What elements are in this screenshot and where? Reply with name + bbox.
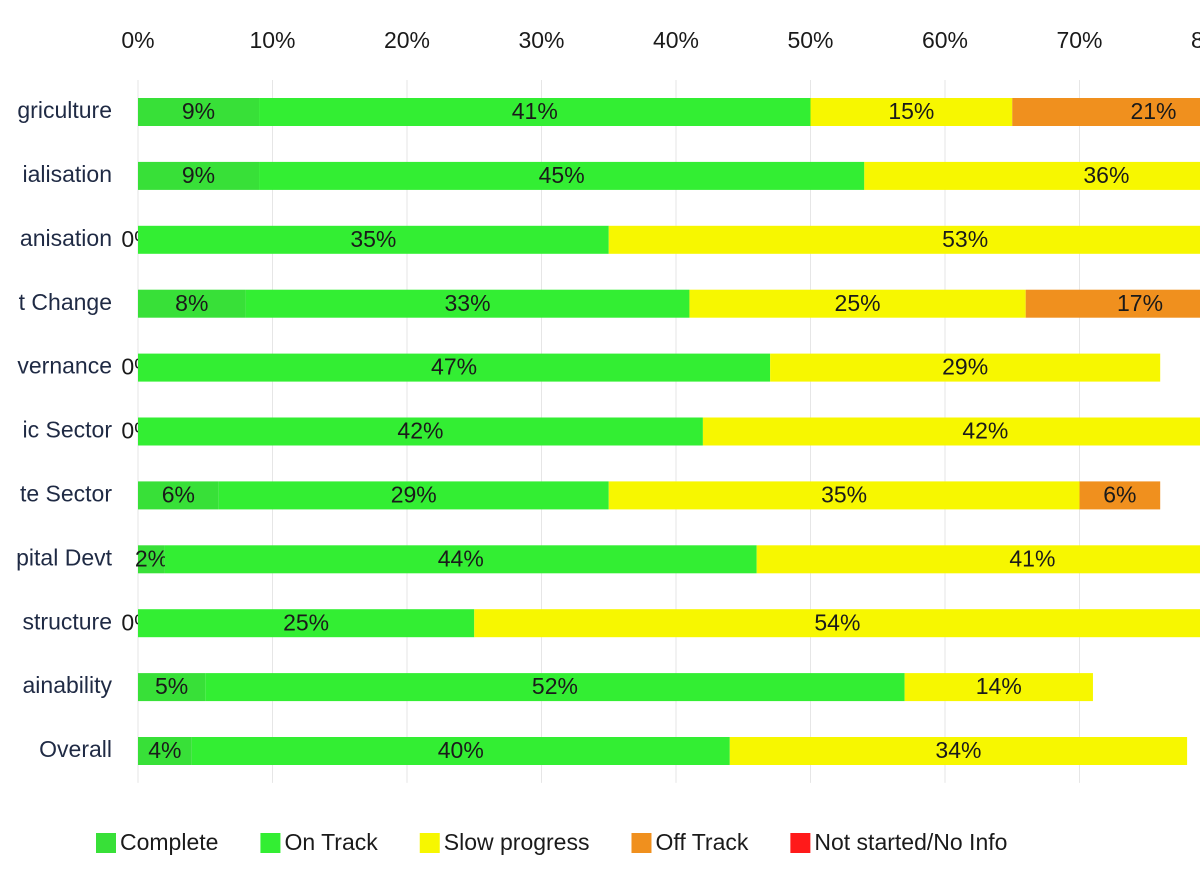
bar-segment (138, 289, 246, 318)
data-label: 2% (135, 545, 168, 571)
data-label: 29% (391, 481, 437, 507)
data-label: 45% (539, 162, 585, 188)
bar-segment (608, 481, 1080, 510)
data-label: 6% (162, 481, 195, 507)
data-label: 34% (935, 737, 981, 763)
legend-swatch (96, 833, 116, 853)
legend-label: Off Track (655, 829, 748, 855)
data-label: 5% (155, 673, 188, 699)
data-label: 6% (1103, 481, 1136, 507)
data-label: 17% (1117, 290, 1163, 316)
bar-segment (164, 545, 757, 574)
bar-segment (138, 161, 260, 190)
legend-label: On Track (284, 829, 378, 855)
legend-swatch (419, 833, 440, 853)
data-label: 53% (942, 226, 988, 252)
category-label: t Change (19, 289, 112, 315)
bar-segment (689, 289, 1026, 318)
data-label: 8% (175, 290, 208, 316)
bar-segment (138, 417, 703, 446)
category-label: griculture (17, 97, 112, 123)
bar-segment (904, 673, 1093, 702)
bar-segment (218, 481, 609, 510)
x-tick-label: 60% (922, 27, 968, 53)
legend-swatch (631, 833, 652, 853)
data-label: 25% (835, 290, 881, 316)
data-label: 47% (431, 354, 477, 380)
bar-segment (138, 545, 165, 574)
category-label: pital Devt (16, 544, 112, 570)
legend-swatch (260, 833, 281, 853)
data-label: 52% (532, 673, 578, 699)
bar-segment (1025, 289, 1200, 318)
data-label: 15% (888, 98, 934, 124)
x-tick-label: 70% (1056, 27, 1102, 53)
data-label: 25% (283, 609, 329, 635)
bar-segment (608, 225, 1200, 254)
x-tick-label: 50% (787, 27, 833, 53)
category-label: te Sector (20, 480, 112, 506)
bar-segment (138, 673, 206, 702)
x-tick-label: 20% (384, 27, 430, 53)
data-label: 33% (445, 290, 491, 316)
bar-segment (1079, 481, 1161, 510)
bar-segment (245, 289, 690, 318)
x-tick-label: 80% (1191, 27, 1200, 53)
data-label: 42% (397, 418, 443, 444)
bar-segment (259, 161, 865, 190)
data-label: 54% (814, 609, 860, 635)
data-label: 35% (821, 481, 867, 507)
data-label: 35% (350, 226, 396, 252)
bar-segment (702, 417, 1200, 446)
data-label: 4% (148, 737, 181, 763)
bar-segment (1012, 98, 1200, 126)
bar-segment (138, 353, 771, 382)
legend-label: Not started/No Info (814, 829, 1007, 855)
bar-segment (474, 609, 1200, 638)
category-label: structure (23, 608, 112, 634)
bar-segment (770, 353, 1161, 382)
category-label: Overall (39, 736, 112, 762)
data-label: 44% (438, 545, 484, 571)
bar-segment (138, 225, 609, 254)
bar-segment (191, 737, 730, 765)
bar-segment (756, 545, 1200, 574)
data-label: 21% (1130, 98, 1176, 124)
bar-segment (864, 161, 1200, 190)
category-label: ainability (23, 672, 113, 698)
x-tick-label: 10% (249, 27, 295, 53)
data-label: 41% (512, 98, 558, 124)
bar-segment (138, 609, 475, 638)
bar-segment (138, 98, 260, 126)
x-tick-label: 40% (653, 27, 699, 53)
bar-segment (729, 737, 1188, 765)
category-label: anisation (20, 225, 112, 251)
bar-segment (138, 481, 219, 510)
bar-segment (810, 98, 1013, 126)
data-label: 9% (182, 98, 215, 124)
data-label: 41% (1009, 545, 1055, 571)
x-tick-label: 30% (518, 27, 564, 53)
data-label: 29% (942, 354, 988, 380)
x-tick-label: 0% (121, 27, 154, 53)
data-label: 42% (962, 418, 1008, 444)
bar-segment (138, 737, 192, 765)
category-label: ic Sector (23, 417, 113, 443)
legend-label: Slow progress (444, 829, 590, 855)
data-label: 40% (438, 737, 484, 763)
category-label: ialisation (23, 161, 113, 187)
data-label: 36% (1083, 162, 1129, 188)
bar-segment (205, 673, 905, 702)
category-label: vernance (17, 353, 112, 379)
bar-segment (259, 98, 811, 126)
legend-label: Complete (120, 829, 218, 855)
data-label: 14% (976, 673, 1022, 699)
legend-swatch (790, 833, 811, 853)
data-label: 9% (182, 162, 215, 188)
